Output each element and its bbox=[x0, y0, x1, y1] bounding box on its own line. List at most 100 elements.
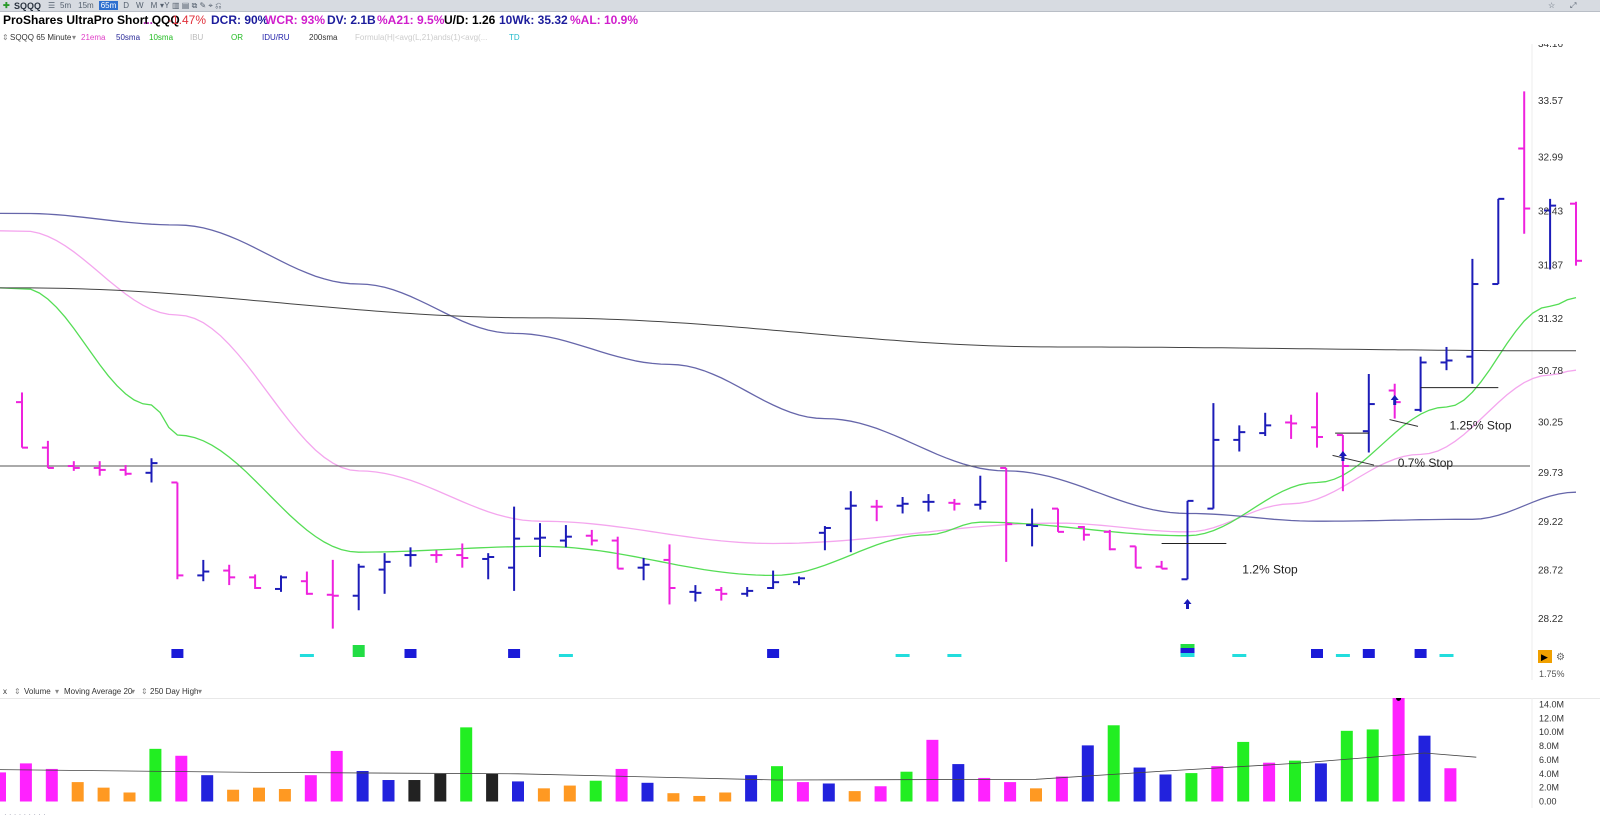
settings-icon[interactable]: ⚙ bbox=[1556, 652, 1565, 663]
ohlc-bar[interactable] bbox=[145, 458, 158, 483]
indicator-ibu[interactable]: IBU bbox=[190, 33, 204, 42]
app-icon[interactable]: ✚ bbox=[3, 1, 10, 10]
ohlc-bar[interactable] bbox=[974, 475, 987, 510]
ohlc-bar[interactable] bbox=[689, 585, 702, 602]
ohlc-bar[interactable] bbox=[818, 526, 831, 551]
chevron-down-icon[interactable]: ▾ bbox=[72, 33, 77, 42]
ohlc-bar[interactable] bbox=[585, 529, 598, 546]
ohlc-bar[interactable] bbox=[1103, 529, 1116, 551]
ohlc-bar[interactable] bbox=[1492, 197, 1505, 286]
ohlc-bar[interactable] bbox=[223, 564, 236, 586]
ohlc-bar[interactable] bbox=[1129, 545, 1142, 569]
timeframe-5m[interactable]: 5m bbox=[60, 1, 72, 10]
symbol-input[interactable]: SQQQ bbox=[14, 1, 42, 11]
ohlc-bar[interactable] bbox=[1181, 499, 1194, 581]
timeframe-d[interactable]: D bbox=[123, 1, 130, 10]
indicator-10sma[interactable]: 10sma bbox=[149, 33, 174, 42]
menu-icon[interactable]: ☰ bbox=[48, 1, 56, 10]
ohlc-bar[interactable] bbox=[1544, 198, 1557, 270]
price-axis[interactable]: 34.16 33.57 32.99 32.43 31.87 31.32 30.78 30.25… bbox=[1538, 44, 1563, 625]
indicator-idu[interactable]: IDU/RU bbox=[262, 33, 290, 42]
volume-ma-label[interactable]: Moving Average 20 bbox=[64, 687, 133, 696]
chart-type-icon[interactable]: ▥ ▤ ⧉ ✎ ⌖ ⎌ bbox=[172, 1, 222, 10]
window-control-icon[interactable]: ⤢ bbox=[1570, 1, 1577, 10]
ohlc-bar[interactable] bbox=[1440, 346, 1453, 371]
close-icon[interactable]: x bbox=[3, 687, 7, 696]
ohlc-bar[interactable] bbox=[1207, 403, 1220, 510]
drag-handle-icon[interactable]: ⇕ bbox=[2, 33, 9, 42]
ohlc-bar[interactable] bbox=[534, 523, 546, 558]
volume-label[interactable]: Volume bbox=[24, 687, 51, 696]
ohlc-bar[interactable] bbox=[1570, 201, 1582, 266]
price-flag-icon[interactable] bbox=[1538, 650, 1552, 663]
ohlc-bar[interactable] bbox=[456, 543, 469, 568]
ohlc-bar[interactable] bbox=[352, 563, 365, 611]
ohlc-bar[interactable] bbox=[1285, 414, 1298, 439]
ohlc-bar[interactable] bbox=[559, 525, 572, 548]
ohlc-bar[interactable] bbox=[67, 461, 80, 471]
indicator-main[interactable]: SQQQ 65 Minute bbox=[10, 33, 72, 42]
ohlc-bar[interactable] bbox=[430, 550, 443, 563]
ohlc-bar[interactable] bbox=[1414, 356, 1427, 412]
timeframe-65m[interactable]: 65m bbox=[98, 1, 119, 10]
ohlc-bar[interactable] bbox=[378, 553, 391, 594]
volume-chart[interactable]: 14.0M 12.0M 10.0M 8.0M 6.0M 4.0M 2.0M 0.00 bbox=[0, 698, 1600, 808]
ohlc-bar[interactable] bbox=[767, 570, 780, 589]
play-icon[interactable]: ▶ bbox=[1541, 652, 1548, 662]
indicator-formula[interactable]: Formula(H|<avg(L,21)ands(1)<avg(... bbox=[355, 33, 488, 42]
ohlc-bar[interactable] bbox=[300, 571, 313, 595]
chevron-down-icon[interactable]: ▾ bbox=[131, 687, 136, 696]
range-buttons-placeholder[interactable]: · · · · · · · · · bbox=[4, 810, 46, 819]
ohlc-bars[interactable] bbox=[16, 91, 1582, 629]
timeframe-15m[interactable]: 15m bbox=[78, 1, 94, 10]
indicator-td[interactable]: TD bbox=[509, 33, 520, 42]
ohlc-bar[interactable] bbox=[1518, 91, 1531, 234]
ohlc-bar[interactable] bbox=[119, 465, 132, 476]
ohlc-bar[interactable] bbox=[715, 587, 728, 601]
ohlc-bar[interactable] bbox=[197, 559, 210, 582]
volume-250-high-label[interactable]: 250 Day High bbox=[150, 687, 199, 696]
indicator-200sma[interactable]: 200sma bbox=[309, 33, 338, 42]
timeframe-m[interactable]: M bbox=[150, 1, 158, 10]
dropdown-icon[interactable]: ▾ bbox=[160, 1, 165, 10]
ohlc-bar[interactable] bbox=[637, 557, 650, 581]
timeframe-y[interactable]: Y bbox=[164, 1, 170, 10]
ohlc-bar[interactable] bbox=[1000, 466, 1013, 562]
ohlc-bar[interactable] bbox=[663, 544, 676, 605]
ohlc-bar[interactable] bbox=[326, 559, 339, 629]
ohlc-bar[interactable] bbox=[1155, 560, 1168, 570]
timeframe-w[interactable]: W bbox=[136, 1, 144, 10]
ohlc-bar[interactable] bbox=[249, 574, 262, 589]
name-ellipsis[interactable]: ... bbox=[143, 13, 154, 27]
ohlc-bar[interactable] bbox=[482, 553, 495, 580]
ohlc-bar[interactable] bbox=[948, 498, 961, 511]
ohlc-bar[interactable] bbox=[844, 491, 857, 553]
drag-handle-icon[interactable]: ⇕ bbox=[14, 687, 21, 696]
ohlc-bar[interactable] bbox=[922, 494, 935, 512]
ohlc-bar[interactable] bbox=[1233, 425, 1246, 452]
ohlc-bar[interactable] bbox=[611, 536, 624, 570]
ohlc-bar[interactable] bbox=[171, 481, 184, 580]
ohlc-bar[interactable] bbox=[1466, 258, 1479, 384]
ohlc-bar[interactable] bbox=[870, 499, 883, 522]
indicator-or[interactable]: OR bbox=[231, 33, 243, 42]
chevron-down-icon[interactable]: ▾ bbox=[55, 687, 60, 696]
ohlc-bar[interactable] bbox=[1311, 392, 1323, 448]
ohlc-bar[interactable] bbox=[1052, 507, 1064, 533]
indicator-50sma[interactable]: 50sma bbox=[116, 33, 141, 42]
ohlc-bar[interactable] bbox=[1336, 434, 1349, 492]
ohlc-bar[interactable] bbox=[1362, 374, 1375, 453]
chevron-down-icon[interactable]: ▾ bbox=[198, 687, 203, 696]
ohlc-bar[interactable] bbox=[16, 392, 28, 449]
indicator-21ema[interactable]: 21ema bbox=[81, 33, 106, 42]
ohlc-bar[interactable] bbox=[793, 576, 805, 586]
ohlc-bar[interactable] bbox=[741, 587, 754, 597]
ohlc-bar[interactable] bbox=[275, 575, 287, 592]
ohlc-bar[interactable] bbox=[508, 506, 521, 591]
ohlc-bar[interactable] bbox=[1259, 412, 1272, 437]
ohlc-bar[interactable] bbox=[41, 440, 54, 469]
ohlc-bar[interactable] bbox=[404, 547, 417, 567]
drag-handle-icon[interactable]: ⇕ bbox=[141, 687, 148, 696]
ohlc-bar[interactable] bbox=[1077, 526, 1090, 541]
